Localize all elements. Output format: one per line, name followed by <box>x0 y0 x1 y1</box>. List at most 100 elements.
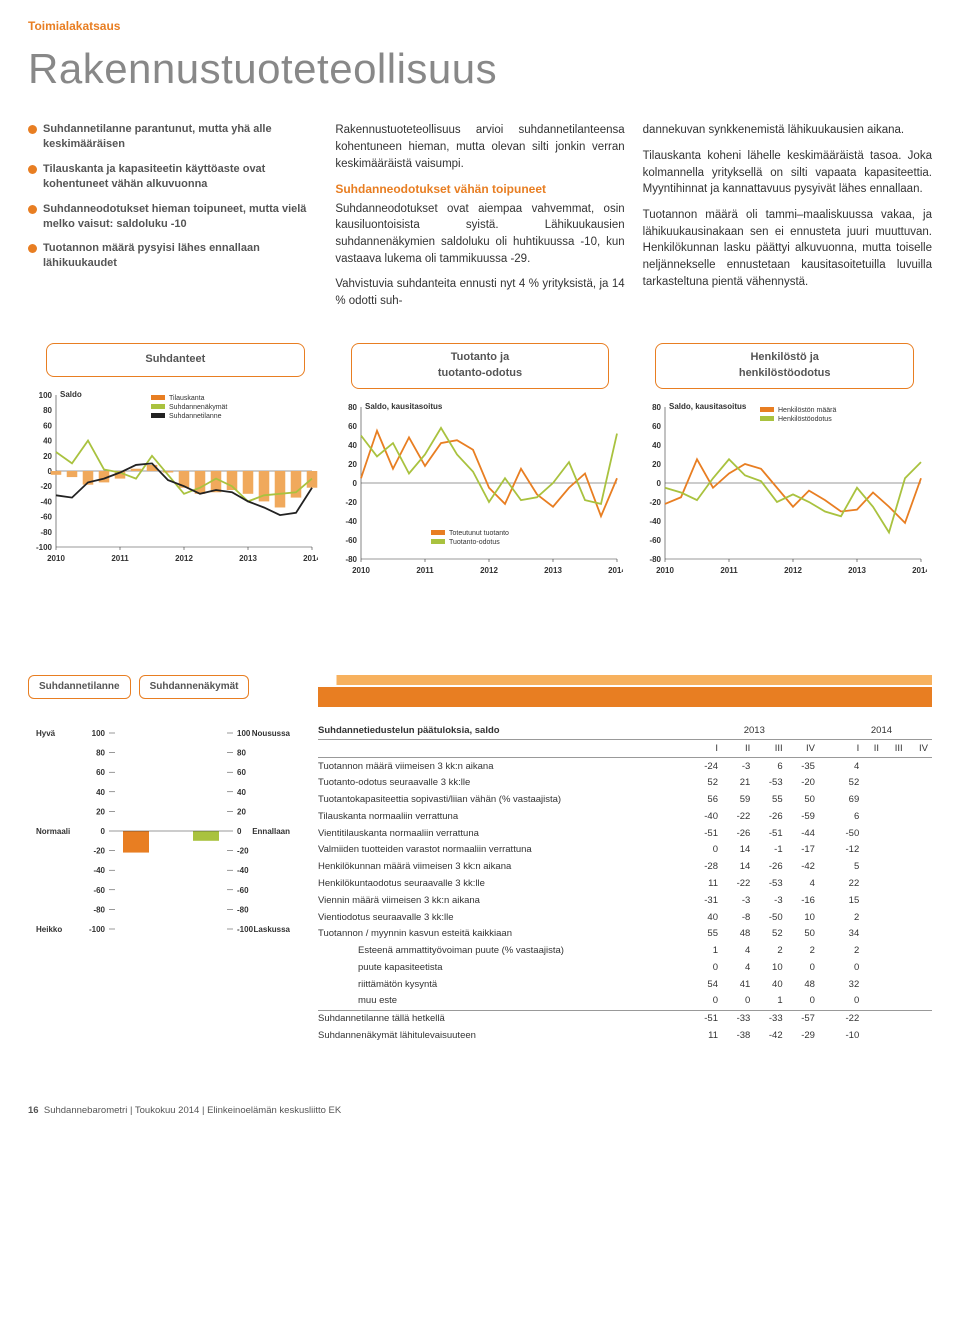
chart-svg: -80-60-40-200204060802010201120122013201… <box>333 395 623 575</box>
svg-text:-20: -20 <box>40 482 52 491</box>
chart-title: Suhdanteet <box>46 343 305 377</box>
svg-text:-40: -40 <box>40 497 52 506</box>
bullet-dot <box>28 125 37 134</box>
svg-text:40: 40 <box>348 441 357 450</box>
svg-text:-100: -100 <box>237 925 254 934</box>
bullet-dot <box>28 244 37 253</box>
svg-text:80: 80 <box>652 403 661 412</box>
subheading: Suhdanneodotukset vähän toipuneet <box>335 181 624 198</box>
paragraph: Suhdanneodotukset ovat aiempaa vahvemmat… <box>335 201 624 268</box>
svg-text:2014: 2014 <box>608 566 623 575</box>
svg-text:20: 20 <box>348 460 357 469</box>
svg-text:20: 20 <box>43 452 52 461</box>
svg-text:Toteutunut tuotanto: Toteutunut tuotanto <box>449 530 509 537</box>
svg-text:0: 0 <box>237 827 242 836</box>
body-col-2: Rakennustuoteteollisuus arvioi suhdannet… <box>335 122 624 318</box>
svg-text:-60: -60 <box>650 536 662 545</box>
svg-text:0: 0 <box>352 479 357 488</box>
chart-svg: -100-80-60-40-20020406080100201020112012… <box>28 383 318 563</box>
charts-row: Suhdanteet -100 -80 -60 -40 -20 0 20 40 60 80 100 2… <box>28 343 932 575</box>
svg-text:2012: 2012 <box>784 566 802 575</box>
svg-text:60: 60 <box>652 422 661 431</box>
svg-text:60: 60 <box>96 768 105 777</box>
svg-text:-20: -20 <box>93 847 105 856</box>
svg-text:2011: 2011 <box>416 566 434 575</box>
svg-text:-60: -60 <box>93 886 105 895</box>
svg-text:Saldo, kausitasoitus: Saldo, kausitasoitus <box>365 402 443 411</box>
svg-text:Heikko: Heikko <box>36 925 62 934</box>
page-number: 16 <box>28 1105 39 1116</box>
svg-text:80: 80 <box>43 406 52 415</box>
chart-suhdanteet: Suhdanteet -100-80-60-40-200204060801002… <box>28 343 323 575</box>
gauges-panel: Suhdannetilanne Suhdannenäkymät 10010080… <box>28 675 298 1045</box>
svg-text:2012: 2012 <box>175 554 193 563</box>
svg-text:Saldo: Saldo <box>60 390 82 399</box>
svg-text:-40: -40 <box>345 517 357 526</box>
svg-text:60: 60 <box>237 768 246 777</box>
svg-text:2010: 2010 <box>656 566 674 575</box>
svg-text:-40: -40 <box>237 866 249 875</box>
svg-text:Normaali: Normaali <box>36 827 70 836</box>
svg-text:2010: 2010 <box>47 554 65 563</box>
data-table-panel: Suhdannetiedustelun päätuloksia, saldo20… <box>318 675 932 1045</box>
svg-text:2014: 2014 <box>912 566 927 575</box>
svg-text:-80: -80 <box>345 555 357 564</box>
svg-text:-100: -100 <box>36 543 53 552</box>
chart-title: Henkilöstö jahenkilöstöodotus <box>655 343 914 389</box>
chart-svg: -80-60-40-200204060802010201120122013201… <box>637 395 927 575</box>
svg-text:-20: -20 <box>650 498 662 507</box>
svg-text:-20: -20 <box>345 498 357 507</box>
svg-text:Laskussa: Laskussa <box>254 925 291 934</box>
svg-text:20: 20 <box>237 807 246 816</box>
svg-text:-40: -40 <box>650 517 662 526</box>
chart-henkilosto: Henkilöstö jahenkilöstöodotus -80-60-40-… <box>637 343 932 575</box>
svg-text:Ennallaan: Ennallaan <box>252 827 290 836</box>
svg-text:Hyvä: Hyvä <box>36 729 56 738</box>
bullet-dot <box>28 165 37 174</box>
svg-text:40: 40 <box>43 436 52 445</box>
page-footer: 16 Suhdannebarometri | Toukokuu 2014 | E… <box>28 1104 932 1118</box>
svg-text:0: 0 <box>101 827 106 836</box>
text-columns: Suhdannetilanne parantunut, mutta yhä al… <box>28 122 932 318</box>
svg-text:2013: 2013 <box>239 554 257 563</box>
bullet-text: Suhdanneodotukset hieman toipuneet, mutt… <box>43 202 317 232</box>
svg-text:2013: 2013 <box>848 566 866 575</box>
bullet-text: Tilauskanta ja kapasiteetin käyttöaste o… <box>43 162 317 192</box>
bottom-section: Suhdannetilanne Suhdannenäkymät 10010080… <box>28 675 932 1045</box>
results-table: Suhdannetiedustelun päätuloksia, saldo20… <box>318 723 932 1045</box>
svg-text:Saldo, kausitasoitus: Saldo, kausitasoitus <box>669 402 747 411</box>
svg-text:80: 80 <box>237 749 246 758</box>
svg-text:0: 0 <box>657 479 662 488</box>
svg-text:Henkilöstön määrä: Henkilöstön määrä <box>778 407 836 414</box>
svg-text:2011: 2011 <box>111 554 129 563</box>
page-title: Rakennustuoteteollisuus <box>28 39 932 100</box>
svg-text:-20: -20 <box>237 847 249 856</box>
paragraph: Rakennustuoteteollisuus arvioi suhdannet… <box>335 122 624 172</box>
paragraph: dannekuvan synkkenemistä lähikuukausien … <box>643 122 932 139</box>
svg-text:100: 100 <box>92 729 106 738</box>
svg-text:2011: 2011 <box>721 566 739 575</box>
svg-text:Tuotanto-odotus: Tuotanto-odotus <box>449 539 500 546</box>
svg-text:80: 80 <box>348 403 357 412</box>
svg-text:20: 20 <box>96 807 105 816</box>
svg-text:40: 40 <box>237 788 246 797</box>
svg-text:100: 100 <box>39 391 53 400</box>
bullet-dot <box>28 205 37 214</box>
svg-text:-40: -40 <box>93 866 105 875</box>
svg-text:-80: -80 <box>237 905 249 914</box>
section-tag: Toimialakatsaus <box>28 18 932 35</box>
bullet-text: Suhdannetilanne parantunut, mutta yhä al… <box>43 122 317 152</box>
svg-text:2014: 2014 <box>303 554 318 563</box>
svg-text:40: 40 <box>96 788 105 797</box>
gauge-chart: 100100808060604040202000-20-20-40-40-60-… <box>28 709 298 949</box>
svg-text:80: 80 <box>96 749 105 758</box>
svg-text:60: 60 <box>348 422 357 431</box>
svg-text:-100: -100 <box>89 925 106 934</box>
paragraph: Vahvistuvia suhdanteita ennusti nyt 4 % … <box>335 276 624 309</box>
svg-text:Suhdannetilanne: Suhdannetilanne <box>169 413 222 420</box>
svg-text:-60: -60 <box>40 512 52 521</box>
decorative-bars <box>318 675 932 709</box>
svg-text:Nousussa: Nousussa <box>252 729 291 738</box>
body-col-3: dannekuvan synkkenemistä lähikuukausien … <box>643 122 932 318</box>
svg-text:-60: -60 <box>345 536 357 545</box>
